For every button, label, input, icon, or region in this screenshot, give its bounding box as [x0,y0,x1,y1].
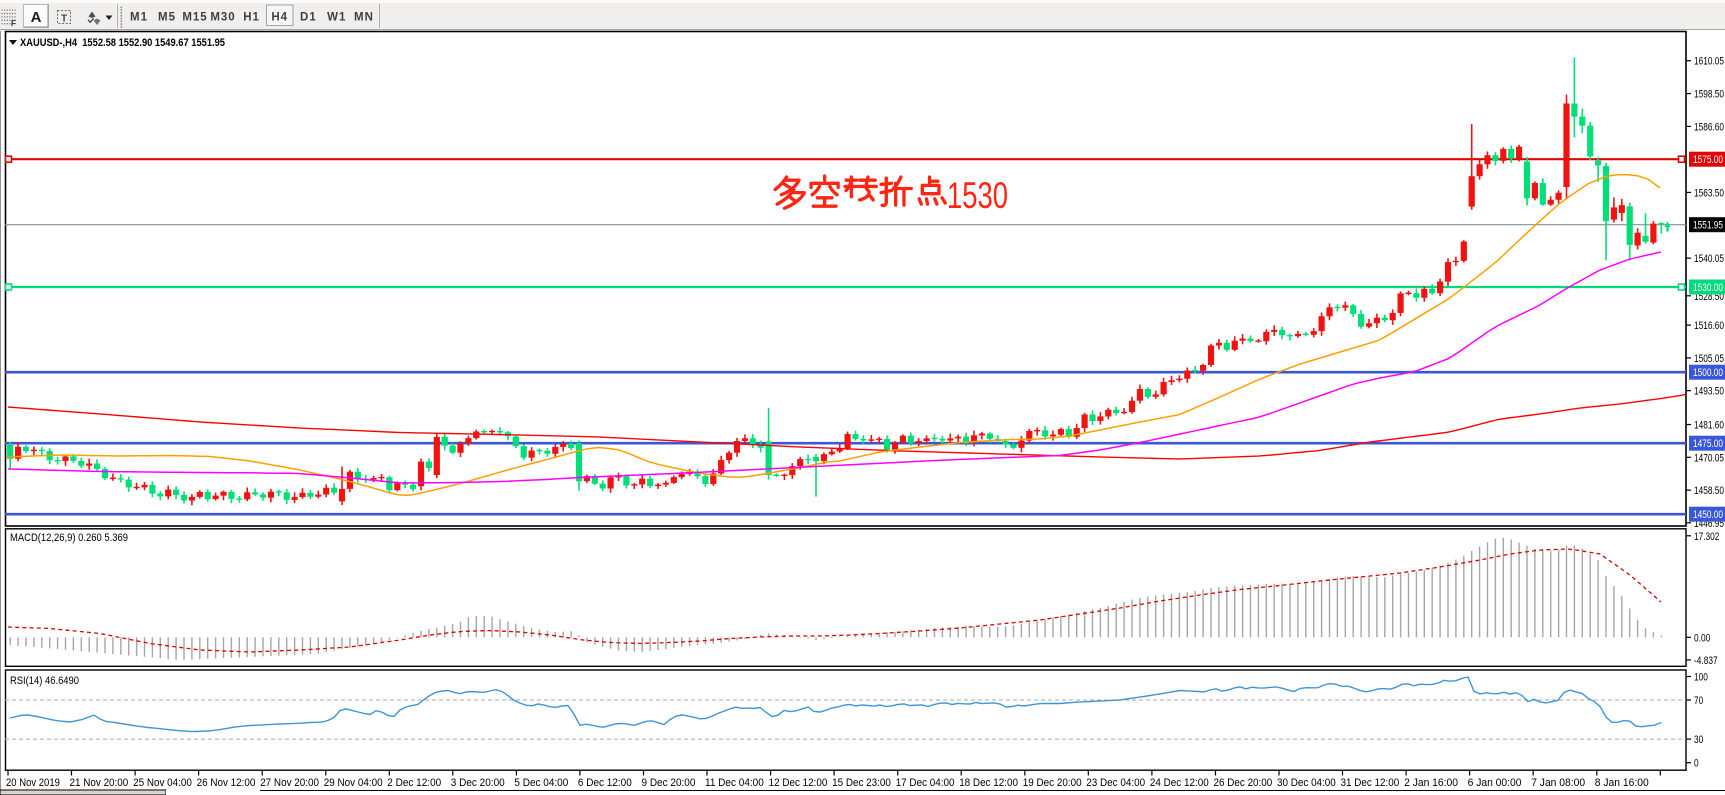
svg-text:RSI(14) 46.6490: RSI(14) 46.6490 [10,675,79,687]
svg-text:7 Jan 08:00: 7 Jan 08:00 [1531,777,1585,789]
svg-text:21 Nov 20:00: 21 Nov 20:00 [70,777,129,789]
svg-text:1540.05: 1540.05 [1694,253,1724,265]
svg-text:XAUUSD-,H4 1552.58 1552.90 15: XAUUSD-,H4 1552.58 1552.90 1549.67 1551.… [20,37,225,49]
svg-text:1530: 1530 [947,175,1008,216]
svg-text:1493.50: 1493.50 [1694,386,1724,398]
svg-text:1530.00: 1530.00 [1693,282,1723,294]
svg-text:30: 30 [1694,734,1703,746]
svg-text:25 Nov 04:00: 25 Nov 04:00 [133,777,192,789]
svg-text:19 Dec 20:00: 19 Dec 20:00 [1023,777,1082,789]
svg-text:A: A [31,9,42,26]
svg-text:100: 100 [1694,672,1708,684]
svg-text:2 Jan 16:00: 2 Jan 16:00 [1404,777,1458,789]
svg-text:5 Dec 04:00: 5 Dec 04:00 [514,777,568,789]
svg-text:MACD(12,26,9) 0.260 5.369: MACD(12,26,9) 0.260 5.369 [10,532,128,544]
svg-text:1551.95: 1551.95 [1693,220,1723,232]
svg-text:6 Dec 12:00: 6 Dec 12:00 [578,777,632,789]
svg-text:6 Jan 00:00: 6 Jan 00:00 [1468,777,1522,789]
svg-text:23 Dec 04:00: 23 Dec 04:00 [1086,777,1145,789]
svg-text:24 Dec 12:00: 24 Dec 12:00 [1150,777,1209,789]
svg-text:27 Nov 20:00: 27 Nov 20:00 [260,777,319,789]
svg-text:1458.50: 1458.50 [1694,485,1724,497]
svg-text:8 Jan 16:00: 8 Jan 16:00 [1595,777,1649,789]
svg-text:H4: H4 [271,12,288,24]
svg-text:1481.60: 1481.60 [1694,420,1724,432]
svg-text:M1: M1 [130,12,148,24]
svg-text:MN: MN [354,12,374,24]
svg-text:1475.00: 1475.00 [1693,438,1723,450]
svg-text:1450.00: 1450.00 [1693,509,1723,521]
svg-text:26 Dec 20:00: 26 Dec 20:00 [1214,777,1273,789]
svg-text:M5: M5 [158,12,176,24]
svg-text:1505.05: 1505.05 [1694,353,1724,365]
svg-text:0: 0 [1694,758,1699,770]
svg-text:3 Dec 20:00: 3 Dec 20:00 [451,777,505,789]
svg-text:15 Dec 23:00: 15 Dec 23:00 [832,777,891,789]
svg-text:70: 70 [1694,695,1703,707]
svg-text:M30: M30 [210,12,235,24]
svg-text:2 Dec 12:00: 2 Dec 12:00 [387,777,441,789]
svg-text:18 Dec 12:00: 18 Dec 12:00 [959,777,1018,789]
svg-text:D1: D1 [300,12,317,24]
svg-text:F: F [11,19,16,28]
svg-text:1563.50: 1563.50 [1694,187,1724,199]
svg-text:W1: W1 [327,12,346,24]
svg-text:1586.60: 1586.60 [1694,121,1724,133]
svg-text:0.00: 0.00 [1694,632,1710,644]
svg-text:M15: M15 [182,12,207,24]
svg-text:1500.00: 1500.00 [1693,367,1723,379]
svg-text:H1: H1 [243,12,260,24]
svg-text:-4.837: -4.837 [1694,655,1718,667]
svg-text:1575.00: 1575.00 [1693,154,1723,166]
svg-text:T: T [61,14,67,25]
svg-text:1610.05: 1610.05 [1694,56,1724,68]
svg-text:20 Nov 2019: 20 Nov 2019 [6,777,60,789]
svg-text:12 Dec 12:00: 12 Dec 12:00 [769,777,828,789]
svg-text:29 Nov 04:00: 29 Nov 04:00 [324,777,383,789]
svg-text:9 Dec 20:00: 9 Dec 20:00 [642,777,696,789]
svg-text:26 Nov 12:00: 26 Nov 12:00 [197,777,256,789]
svg-text:30 Dec 04:00: 30 Dec 04:00 [1277,777,1336,789]
svg-text:17.302: 17.302 [1694,531,1719,543]
svg-text:31 Dec 12:00: 31 Dec 12:00 [1341,777,1400,789]
svg-text:11 Dec 04:00: 11 Dec 04:00 [705,777,764,789]
svg-text:17 Dec 04:00: 17 Dec 04:00 [896,777,955,789]
svg-text:1516.60: 1516.60 [1694,320,1724,332]
svg-text:1470.05: 1470.05 [1694,452,1724,464]
svg-text:1598.50: 1598.50 [1694,89,1724,101]
